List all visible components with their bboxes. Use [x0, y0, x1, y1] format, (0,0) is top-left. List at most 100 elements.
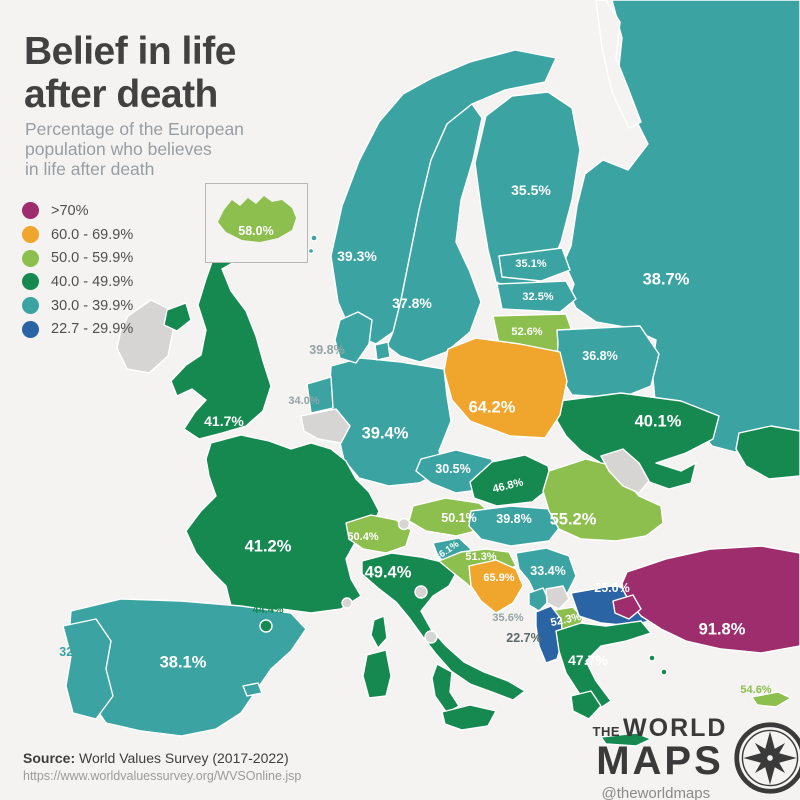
- label-switzerland: 50.4%: [347, 531, 379, 543]
- iceland-inset-box: [205, 183, 308, 263]
- label-andorra: 44.4%: [252, 604, 284, 616]
- country-kosovo: [545, 585, 570, 610]
- page-title: Belief in life after death: [24, 30, 236, 116]
- label-estonia: 35.1%: [515, 258, 547, 270]
- label-ukraine: 40.1%: [634, 412, 682, 431]
- source-url: https://www.worldvaluessurvey.org/WVSOnl…: [23, 769, 302, 783]
- label-iceland: 58.0%: [238, 224, 274, 238]
- label-france: 41.2%: [244, 537, 292, 556]
- title-line-2: after death: [24, 73, 218, 116]
- label-romania: 55.2%: [549, 510, 597, 529]
- label-czechia: 30.5%: [435, 462, 471, 476]
- iceland-inset-map: [218, 196, 296, 242]
- legend-swatch-light-green: [22, 249, 39, 267]
- title-line-1: Belief in life: [24, 30, 236, 73]
- source-text: World Values Survey (2017-2022): [75, 750, 289, 766]
- legend: >70% 60.0 - 69.9% 50.0 - 59.9% 40.0 - 49…: [22, 199, 133, 341]
- legend-swatch-dark-green: [22, 273, 39, 291]
- region-northern-ireland: [163, 302, 192, 332]
- label-greece: 47.7%: [568, 652, 608, 668]
- label-cyprus: 54.6%: [740, 684, 772, 696]
- source-line: Source: World Values Survey (2017-2022): [23, 750, 301, 766]
- legend-swatch-teal: [22, 297, 39, 315]
- marker-monaco: [341, 597, 353, 609]
- marker-liechtenstein: [397, 517, 411, 531]
- legend-item-40: 40.0 - 49.9%: [22, 270, 133, 294]
- logo-row-1: THE WORLD: [592, 714, 726, 743]
- country-greece: [555, 620, 652, 710]
- country-ireland: [116, 299, 174, 374]
- country-denmark: [334, 311, 373, 364]
- label-finland: 35.5%: [511, 182, 551, 198]
- country-iceland: [218, 196, 296, 242]
- country-denmark-island: [374, 341, 391, 361]
- legend-label: 40.0 - 49.9%: [51, 273, 134, 290]
- label-latvia: 32.5%: [522, 291, 554, 303]
- country-hungary: [468, 505, 564, 547]
- country-albania: [535, 605, 564, 664]
- country-netherlands: [306, 376, 334, 414]
- legend-item-22: 22.7 - 29.9%: [22, 317, 133, 341]
- label-sweden: 37.8%: [392, 295, 432, 311]
- country-france: [185, 434, 380, 614]
- source-block: Source: World Values Survey (2017-2022) …: [23, 750, 301, 783]
- logo-maps: MAPS: [596, 739, 724, 783]
- subtitle-line-1: Percentage of the European: [25, 119, 244, 139]
- legend-label: 22.7 - 29.9%: [51, 321, 134, 338]
- label-turkey: 91.8%: [698, 620, 746, 639]
- legend-item-60: 60.0 - 69.9%: [22, 223, 133, 247]
- logo-text: THE WORLD MAPS @theworldmaps_: [592, 714, 726, 800]
- legend-swatch-blue: [22, 320, 39, 338]
- label-bosnia: 65.9%: [483, 572, 515, 584]
- logo-the: THE: [592, 724, 621, 739]
- aegean-island: [648, 654, 656, 662]
- label-albania: 22.7%: [506, 631, 542, 645]
- label-germany: 39.4%: [361, 424, 409, 443]
- white-sea: [595, 0, 642, 129]
- island-corsica: [370, 615, 388, 649]
- marker-san-marino: [414, 585, 428, 599]
- legend-item-30: 30.0 - 39.9%: [22, 294, 133, 318]
- label-hungary: 39.8%: [496, 512, 532, 526]
- country-ukraine: [555, 392, 720, 490]
- label-belarus: 36.8%: [582, 349, 618, 363]
- logo-handle: @theworldmaps_: [601, 785, 719, 800]
- legend-label: 30.0 - 39.9%: [51, 297, 134, 314]
- legend-item-50: 50.0 - 59.9%: [22, 246, 133, 270]
- subtitle-line-2: population who believes: [25, 139, 212, 159]
- label-austria: 50.1%: [441, 511, 477, 525]
- legend-swatch-purple: [22, 202, 39, 220]
- label-croatia: 51.3%: [465, 551, 497, 563]
- label-united-kingdom: 41.7%: [204, 413, 244, 429]
- marker-andorra: [259, 619, 273, 633]
- region-peloponnese: [570, 690, 602, 720]
- label-lithuania: 52.6%: [511, 326, 543, 338]
- label-denmark: 39.8%: [309, 343, 345, 357]
- label-spain: 38.1%: [159, 653, 207, 672]
- legend-swatch-orange: [22, 226, 39, 244]
- label-italy: 49.4%: [364, 563, 412, 582]
- country-belgium: [300, 408, 351, 444]
- aegean-island: [660, 668, 668, 676]
- country-estonia: [498, 247, 571, 282]
- region-turkey-thrace: [612, 594, 642, 620]
- legend-label: 60.0 - 69.9%: [51, 226, 134, 243]
- label-montenegro: 35.6%: [492, 612, 524, 624]
- island-cyprus: [751, 691, 792, 708]
- country-moldova: [600, 448, 650, 494]
- label-bulgaria: 25.0%: [594, 581, 630, 595]
- legend-label: 50.0 - 59.9%: [51, 250, 134, 267]
- island-crete: [600, 732, 652, 747]
- island-faroe: [310, 234, 318, 242]
- legend-label: >70%: [51, 202, 89, 219]
- compass-rose-icon: [734, 722, 800, 794]
- label-serbia: 33.4%: [530, 564, 566, 578]
- brand-logo: THE WORLD MAPS @theworldmaps_: [592, 714, 800, 800]
- page-subtitle: Percentage of the European population wh…: [25, 119, 244, 179]
- island-sardinia: [362, 649, 392, 699]
- marker-vatican: [424, 630, 438, 644]
- label-russia: 38.7%: [642, 270, 690, 289]
- country-switzerland: [345, 514, 412, 554]
